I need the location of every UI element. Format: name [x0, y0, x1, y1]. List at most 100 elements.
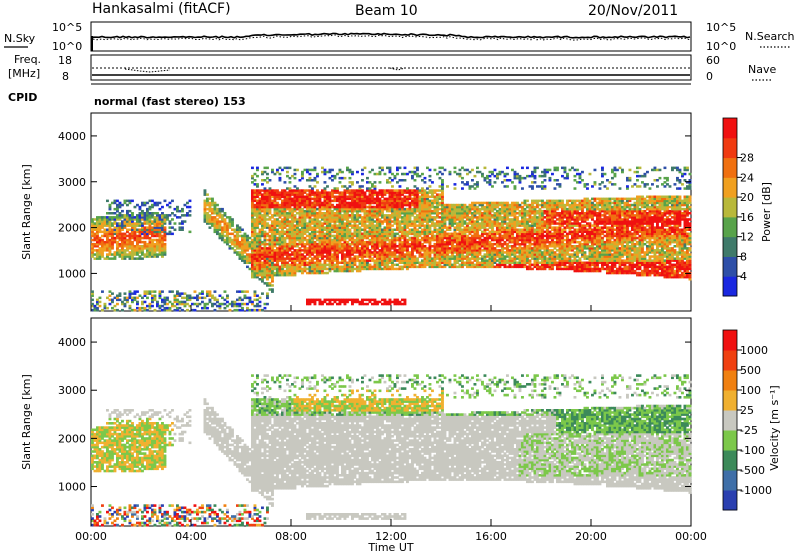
power-cell	[161, 305, 164, 308]
power-cell	[144, 226, 147, 229]
power-cell	[254, 183, 257, 186]
power-cell	[94, 218, 97, 221]
power-cell	[249, 241, 252, 244]
power-cell	[214, 216, 217, 219]
power-cell	[184, 292, 187, 295]
power-cell	[224, 235, 227, 238]
power-cell	[209, 214, 212, 217]
power-cell	[129, 200, 132, 203]
power-cell	[264, 307, 267, 310]
power-cell	[261, 309, 264, 312]
power-cell	[189, 206, 192, 209]
power-cell	[109, 299, 112, 302]
power-cell	[164, 200, 167, 203]
nave-dip	[125, 69, 170, 72]
power-cell	[169, 231, 172, 234]
power-cell	[174, 229, 177, 232]
power-cell	[246, 235, 249, 238]
power-cell	[144, 307, 147, 310]
power-cell	[191, 297, 194, 300]
power-cell	[151, 239, 154, 242]
power-cell	[169, 206, 172, 209]
power-cell	[114, 226, 117, 229]
power-cell	[151, 204, 154, 207]
power-cell	[186, 295, 189, 298]
power-cell	[144, 301, 147, 304]
power-cell	[264, 282, 267, 285]
power-cell	[91, 290, 94, 293]
power-cell	[116, 200, 119, 203]
power-cell	[259, 309, 262, 312]
power-cell	[96, 299, 99, 302]
power-cell	[94, 233, 97, 236]
power-cell	[234, 249, 237, 252]
power-cell	[164, 226, 167, 229]
power-cell	[104, 241, 107, 244]
power-cell	[189, 231, 192, 234]
power-cell	[206, 198, 209, 201]
power-cell	[101, 309, 104, 312]
power-cell	[121, 301, 124, 304]
power-cell	[216, 204, 219, 207]
power-cell	[146, 309, 149, 312]
power-cell	[211, 208, 214, 211]
power-cell	[126, 200, 129, 203]
power-cell	[149, 303, 152, 306]
power-cell	[231, 301, 234, 304]
date-title: 20/Nov/2011	[588, 3, 678, 19]
power-cell	[246, 253, 249, 256]
power-cell	[144, 212, 147, 215]
power-cell	[156, 202, 159, 205]
power-cell	[266, 218, 269, 221]
nsearch-label: N.Search	[745, 30, 795, 43]
power-cell	[184, 301, 187, 304]
power-cell	[106, 297, 109, 300]
power-cell	[134, 309, 137, 312]
radar-summary-plot: Hankasalmi (fitACF) Beam 10 20/Nov/2011 …	[0, 0, 800, 554]
power-cell	[106, 216, 109, 219]
power-cell	[161, 299, 164, 302]
power-cell	[121, 204, 124, 207]
power-cell	[166, 204, 169, 207]
power-cell	[176, 206, 179, 209]
power-cell	[114, 237, 117, 240]
power-cell	[214, 309, 217, 312]
power-cell	[264, 187, 267, 190]
power-cell	[146, 290, 149, 293]
power-cell	[141, 301, 144, 304]
power-cell	[171, 218, 174, 221]
power-cell	[129, 233, 132, 236]
power-cell	[111, 307, 114, 310]
power-cell	[279, 231, 282, 234]
power-cell	[139, 212, 142, 215]
power-cell	[109, 290, 112, 293]
power-cell	[276, 189, 279, 192]
power-cell	[126, 253, 129, 256]
power-cell	[254, 305, 257, 308]
power-cell	[201, 297, 204, 300]
power-cell	[126, 239, 129, 242]
power-cell	[124, 249, 127, 252]
power-cell	[126, 210, 129, 213]
power-cell	[224, 212, 227, 215]
power-cell	[186, 309, 189, 312]
power-cell	[151, 295, 154, 298]
power-cell	[259, 301, 262, 304]
nsky-tick-top: 10^5	[52, 21, 82, 34]
power-cell	[151, 290, 154, 293]
power-cell	[261, 247, 264, 250]
power-cell	[194, 303, 197, 306]
power-cell	[274, 272, 277, 275]
power-cell	[219, 208, 222, 211]
power-cell	[151, 212, 154, 215]
power-cell	[266, 167, 269, 170]
power-cell	[264, 231, 267, 234]
power-cell	[129, 210, 132, 213]
frequency-panel: Freq. [MHz] 18 8 60 0 Nave	[8, 53, 776, 83]
power-cell	[99, 305, 102, 308]
power-cell	[214, 290, 217, 293]
power-cell	[119, 249, 122, 252]
power-cell	[154, 216, 157, 219]
power-cell	[126, 229, 129, 232]
power-cell	[114, 297, 117, 300]
